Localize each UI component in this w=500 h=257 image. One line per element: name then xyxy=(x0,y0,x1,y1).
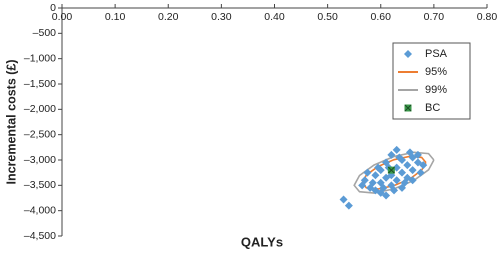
y-tick-label: –500 xyxy=(33,27,57,39)
x-tick-label: 0.70 xyxy=(424,11,445,23)
point xyxy=(413,150,422,159)
y-tick-label: –2,000 xyxy=(24,103,56,115)
y-tick-label: –3,500 xyxy=(24,179,56,191)
marker-cross xyxy=(388,166,395,174)
x-tick-label: 0.10 xyxy=(105,11,126,23)
point xyxy=(408,176,417,185)
x-tick-label: 0.00 xyxy=(52,11,73,23)
point xyxy=(403,161,412,170)
legend-label: 99% xyxy=(425,84,447,96)
point xyxy=(382,191,391,200)
y-tick-label: –2,500 xyxy=(24,128,56,140)
point xyxy=(395,153,404,162)
legend-swatch xyxy=(404,104,412,112)
y-tick-label: 0 xyxy=(50,2,56,14)
point xyxy=(387,166,395,174)
y-tick-label: –1,000 xyxy=(24,52,56,64)
point xyxy=(390,186,399,195)
point xyxy=(368,178,377,187)
x-tick-label: 0.40 xyxy=(264,11,285,23)
point xyxy=(339,195,348,204)
x-tick-label: 0.80 xyxy=(477,11,498,23)
point xyxy=(405,148,414,157)
point xyxy=(392,145,401,154)
marker-cross xyxy=(404,104,412,112)
y-tick-label: –4,500 xyxy=(24,230,56,242)
legend-label: 95% xyxy=(425,66,447,78)
point xyxy=(379,183,388,192)
legend-label: PSA xyxy=(425,48,448,60)
point xyxy=(374,163,383,172)
y-tick-label: –3,000 xyxy=(24,154,56,166)
point xyxy=(408,166,417,175)
point xyxy=(371,171,380,180)
point xyxy=(387,150,396,159)
x-tick-label: 0.20 xyxy=(158,11,179,23)
point xyxy=(398,183,406,192)
point xyxy=(344,201,353,210)
point xyxy=(358,181,367,190)
x-axis-label: QALYs xyxy=(241,234,283,249)
legend: PSA 95% 99% BC xyxy=(392,42,471,120)
point xyxy=(398,168,406,177)
y-tick-label: –1,500 xyxy=(24,78,56,90)
x-tick-label: 0.50 xyxy=(317,11,338,23)
y-tick-label: –4,000 xyxy=(24,204,56,216)
x-tick-label: 0.60 xyxy=(371,11,392,23)
legend-label: BC xyxy=(425,102,440,114)
point xyxy=(416,168,425,177)
legend-swatch xyxy=(404,50,412,58)
y-axis-label: Incremental costs (£) xyxy=(4,59,18,184)
point xyxy=(392,176,401,185)
point xyxy=(419,161,428,170)
point xyxy=(363,168,372,177)
x-tick-label: 0.30 xyxy=(211,11,232,23)
